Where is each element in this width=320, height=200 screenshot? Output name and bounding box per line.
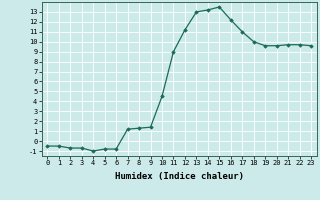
X-axis label: Humidex (Indice chaleur): Humidex (Indice chaleur) <box>115 172 244 181</box>
